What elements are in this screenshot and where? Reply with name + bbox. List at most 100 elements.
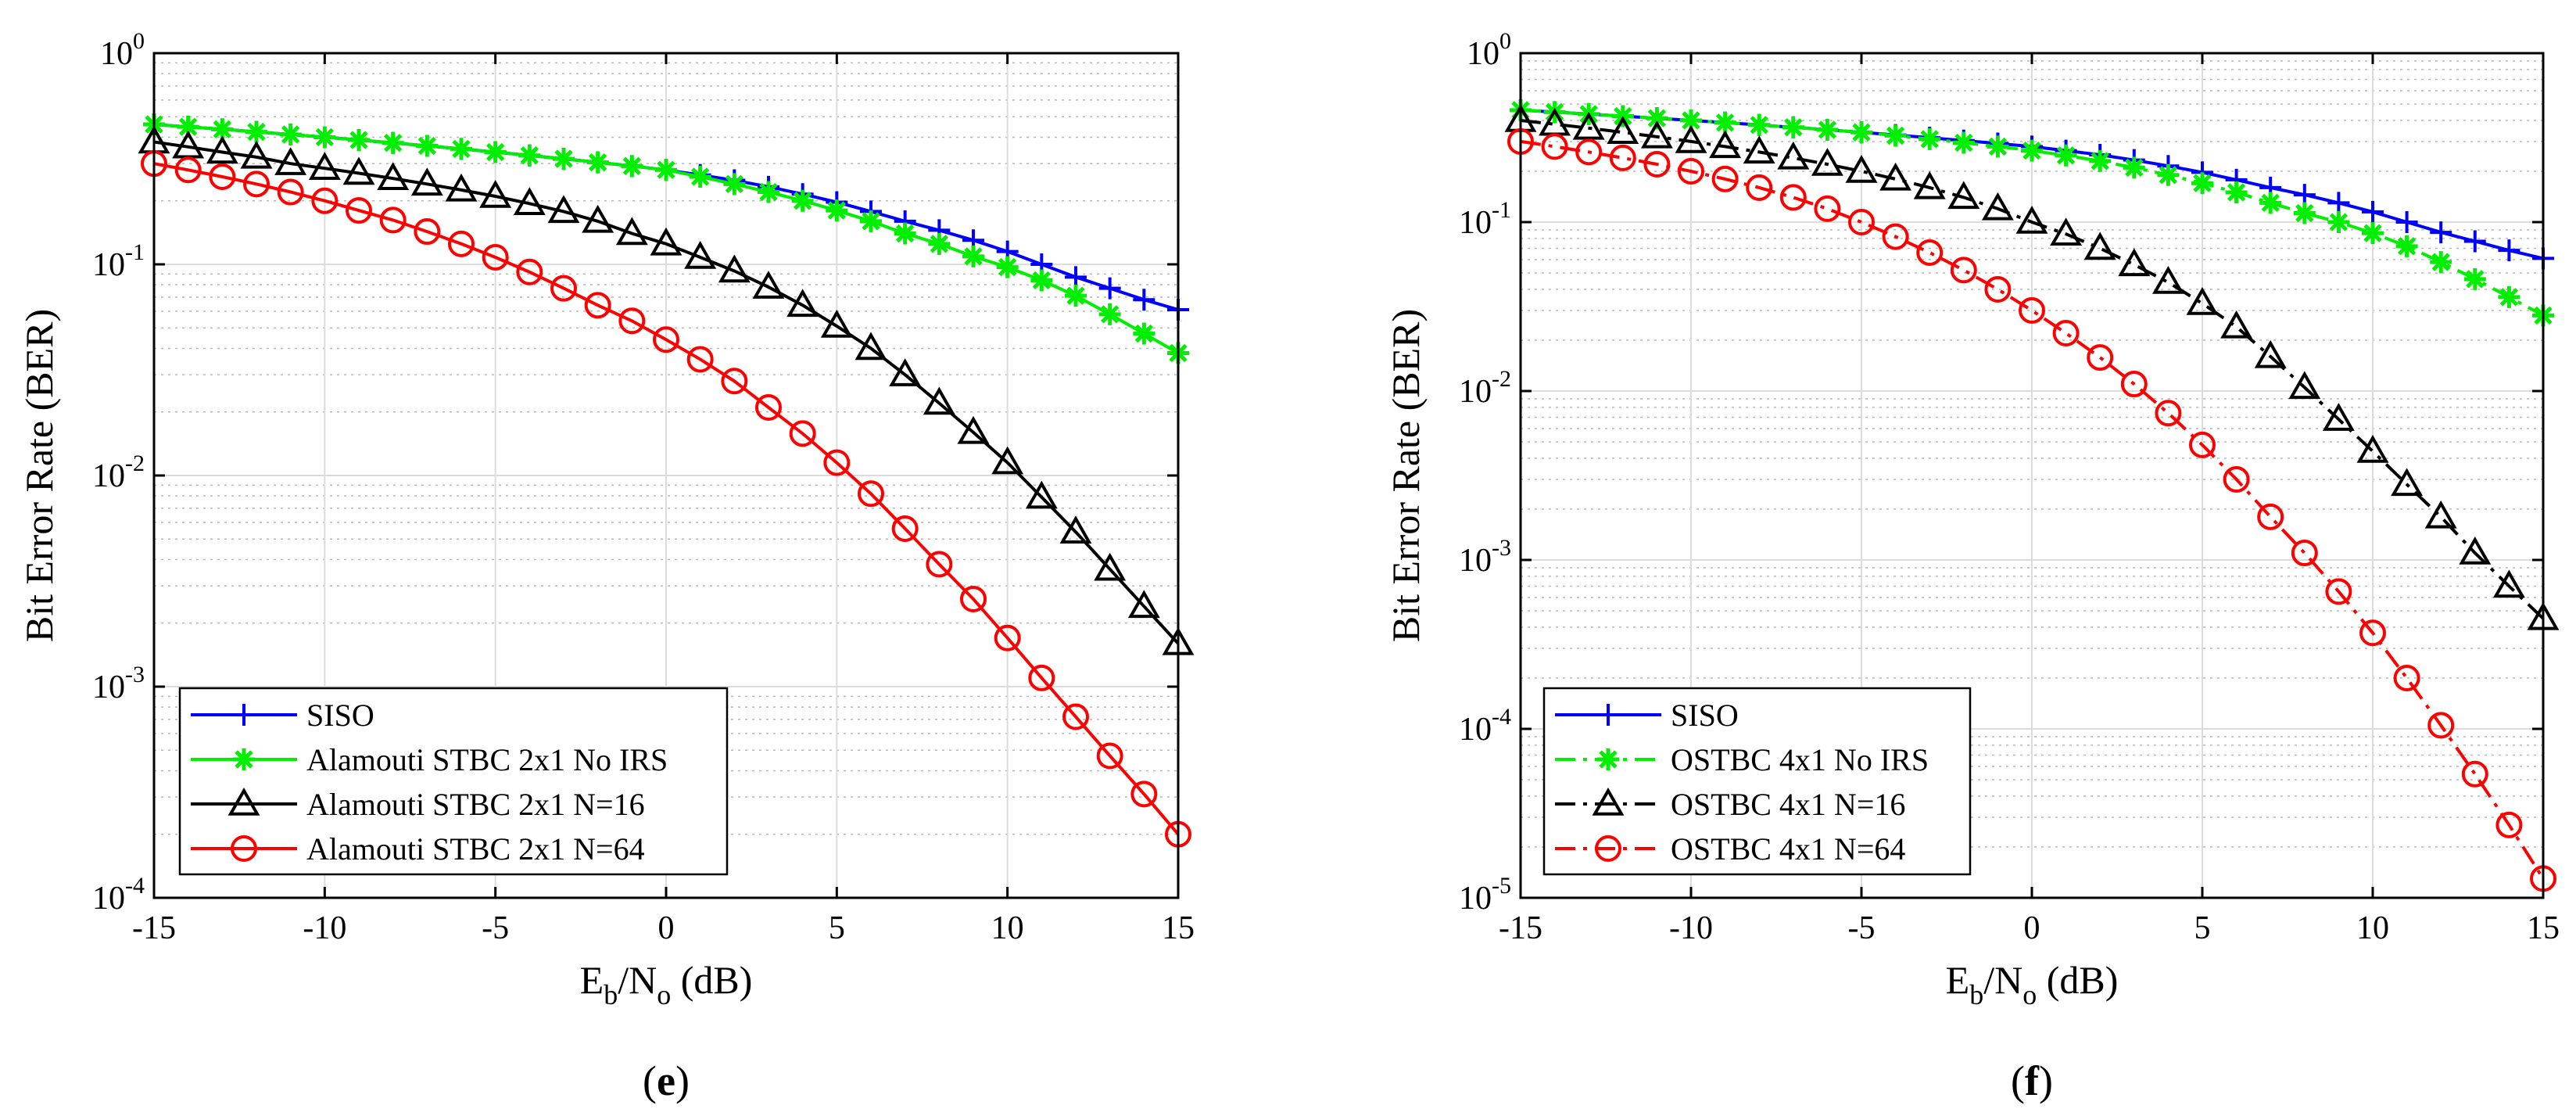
data-point (994, 624, 1021, 651)
data-point (1779, 184, 1807, 211)
legend-entry-label: SISO (306, 698, 374, 733)
data-point (2089, 149, 2112, 172)
data-point (2087, 344, 2114, 371)
data-point (1646, 107, 1668, 130)
legend-box (178, 687, 729, 876)
x-label-unit: (dB) (2037, 958, 2118, 1002)
y-tick-base: 10 (92, 881, 125, 917)
legend-swatch-marker (1592, 787, 1625, 816)
data-point (1919, 127, 1941, 150)
y-tick-base: 10 (1459, 881, 1492, 917)
data-point (1714, 111, 1736, 134)
y-tick-exponent: -3 (1492, 535, 1511, 561)
data-point (2055, 144, 2077, 167)
y-tick-label: 10-3 (92, 662, 145, 705)
data-point (1028, 664, 1055, 691)
data-point (650, 227, 683, 256)
data-point (2461, 760, 2488, 788)
data-point (926, 551, 953, 578)
data-point (445, 173, 478, 202)
y-tick-base: 10 (92, 247, 125, 283)
data-point (584, 292, 611, 319)
y-axis-label: Bit Error Rate (BER) (1384, 309, 1428, 642)
y-tick-base: 10 (1459, 374, 1492, 410)
data-point (377, 162, 410, 190)
data-point (820, 309, 853, 338)
data-point (858, 480, 884, 508)
y-tick-base: 10 (92, 458, 125, 494)
data-point (1879, 162, 1912, 191)
legend: SISO OSTBC 4x1 No IRS OSTBC 4x1 N=16 OSTBC … (1542, 687, 1972, 876)
data-point (1848, 209, 1875, 235)
panel-caption: (f) (2011, 1057, 2053, 1104)
data-point (2050, 217, 2083, 246)
data-point (1065, 285, 1087, 307)
data-point (686, 346, 714, 373)
data-point (518, 144, 541, 167)
y-tick-base: 10 (1459, 712, 1492, 748)
x-tick-label: -15 (132, 910, 176, 946)
legend-entry-label: Alamouti STBC 2x1 N=16 (306, 787, 645, 822)
data-point (516, 258, 543, 285)
data-point (2015, 205, 2048, 234)
data-point (2019, 296, 2045, 324)
y-tick-base: 10 (1459, 543, 1492, 579)
y-tick-label: 10-2 (1459, 366, 1511, 410)
data-point (410, 167, 443, 196)
data-point (1709, 130, 1742, 159)
y-tick-exponent: -3 (125, 662, 145, 687)
y-tick-exponent: -2 (125, 450, 145, 476)
data-point (2151, 265, 2184, 294)
series-line (153, 162, 1180, 835)
data-point (823, 449, 851, 476)
data-point (2463, 267, 2486, 290)
data-point (1062, 703, 1089, 730)
y-tick-exponent: 0 (133, 28, 145, 54)
data-point (786, 289, 819, 318)
series-line (1520, 139, 2545, 880)
data-point (342, 156, 375, 185)
data-point (382, 131, 404, 154)
x-tick-label: -10 (1669, 910, 1713, 946)
legend-entry-label: OSTBC 4x1 N=16 (1671, 787, 1905, 822)
data-point (2123, 156, 2145, 179)
series-line (1520, 119, 2545, 620)
data-point (553, 148, 575, 170)
data-point (2120, 371, 2148, 398)
data-point (2495, 811, 2523, 838)
y-axis-label: Bit Error Rate (BER) (17, 309, 61, 642)
data-point (923, 386, 955, 415)
caption-close: ) (2039, 1057, 2053, 1104)
data-point (894, 222, 916, 245)
data-point (962, 245, 984, 267)
data-point (1984, 275, 2012, 303)
data-point (1065, 266, 1087, 289)
data-point (2327, 192, 2350, 214)
data-point (791, 189, 814, 212)
x-label-slash: /N (618, 958, 657, 1002)
x-tick-label: 5 (829, 910, 845, 946)
data-point (1850, 121, 1872, 144)
x-tick-label: 15 (1162, 910, 1195, 946)
data-point (1981, 192, 2014, 221)
data-point (1572, 111, 1605, 140)
data-point (482, 243, 509, 271)
data-point (1952, 131, 1975, 154)
data-point (1816, 118, 1839, 141)
data-point (1133, 289, 1155, 311)
data-point (1811, 148, 1843, 176)
data-point (1845, 154, 1878, 183)
data-point (1777, 141, 1810, 170)
y-tick-label: 10-4 (92, 873, 145, 917)
y-tick-label: 10-3 (1459, 535, 1511, 579)
data-point (2118, 248, 2151, 277)
data-point (1680, 109, 1702, 131)
data-point (1059, 515, 1092, 544)
data-point (2223, 465, 2250, 493)
data-point (2288, 371, 2321, 400)
data-point (2356, 434, 2389, 463)
data-point (2189, 431, 2216, 458)
y-tick-base: 10 (1459, 205, 1492, 241)
data-point (346, 197, 372, 224)
